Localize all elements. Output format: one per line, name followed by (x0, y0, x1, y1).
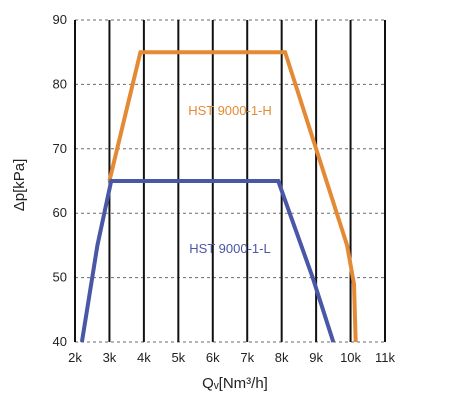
series-label-h: HST 9000-1-H (188, 103, 272, 118)
y-tick-label-2: 60 (53, 205, 67, 220)
series-line-h (107, 50, 358, 343)
x-tick-label-6: 8k (275, 350, 289, 365)
x-axis-ticks: 2k 3k 4k 5k 6k 7k 8k 9k 10k 11k (68, 350, 395, 365)
series-labels: HST 9000-1-H HST 9000-1-L (188, 103, 272, 256)
y-tick-label-0: 40 (53, 334, 67, 349)
x-tick-label-1: 3k (103, 350, 117, 365)
x-tick-label-2: 4k (137, 350, 151, 365)
series-label-l: HST 9000-1-L (189, 241, 270, 256)
x-axis-title: Qᵥ[Nm³/h] (202, 375, 268, 392)
x-tick-label-0: 2k (68, 350, 82, 365)
y-tick-label-1: 50 (53, 270, 67, 285)
y-tick-label-4: 80 (53, 76, 67, 91)
x-tick-label-5: 7k (240, 350, 254, 365)
series-lines (79, 50, 358, 343)
y-tick-label-3: 70 (53, 141, 67, 156)
y-axis-title: Δp[kPa] (11, 159, 28, 212)
x-tick-label-3: 5k (171, 350, 185, 365)
x-tick-label-8: 10k (340, 350, 361, 365)
y-axis-ticks: 40 50 60 70 80 90 (53, 12, 67, 349)
x-tick-label-4: 6k (206, 350, 220, 365)
series-line-l (79, 179, 336, 343)
y-tick-label-5: 90 (53, 12, 67, 27)
x-tick-label-9: 11k (375, 350, 395, 365)
x-tick-label-7: 9k (309, 350, 323, 365)
